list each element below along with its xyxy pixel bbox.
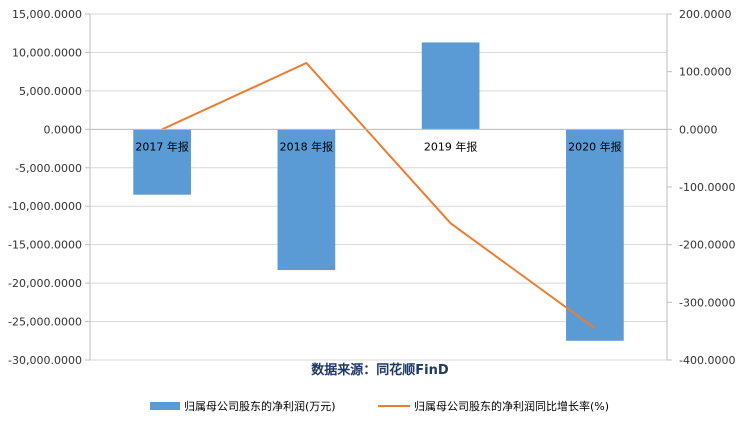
left-axis-tick-label: -25,000.0000 — [8, 316, 82, 329]
category-labels: 2017 年报 2018 年报 2019 年报 2020 年报 — [135, 139, 621, 153]
growth-rate-line — [161, 61, 596, 330]
left-axis-tick-label: 0.0000 — [44, 123, 83, 136]
bar — [277, 129, 336, 271]
left-axis-tick-label: 15,000.0000 — [12, 8, 82, 21]
left-axis-tick-label: 10,000.0000 — [12, 46, 82, 59]
legend-label-line: 归属母公司股东的净利润同比增长率(%) — [414, 399, 609, 413]
right-axis-tick-label: -400.0000 — [679, 354, 735, 367]
right-axis-tick-label: 100.0000 — [679, 66, 732, 79]
axes: 15,000.0000 10,000.0000 5,000.0000 0.0000 -5… — [8, 8, 735, 367]
bar — [133, 129, 191, 195]
right-axis-tick-label: -300.0000 — [679, 296, 735, 309]
line-series — [161, 61, 596, 330]
left-axis-tick-label: -20,000.0000 — [8, 277, 82, 290]
category-label: 2017 年报 — [135, 139, 189, 153]
right-axis-tick-label: -100.0000 — [679, 181, 735, 194]
legend: 归属母公司股东的净利润(万元) 归属母公司股东的净利润同比增长率(%) — [150, 399, 609, 413]
category-label: 2018 年报 — [280, 139, 334, 153]
left-axis-tick-label: -5,000.0000 — [15, 162, 82, 175]
legend-swatch-bar — [150, 402, 180, 410]
source-text: 数据来源：同花顺FinD — [311, 362, 449, 378]
legend-label-bar: 归属母公司股东的净利润(万元) — [184, 399, 336, 413]
bar-series — [133, 42, 624, 341]
right-axis-tick-label: -200.0000 — [679, 239, 735, 252]
left-axis-tick-label: -10,000.0000 — [8, 200, 82, 213]
left-axis-tick-label: -15,000.0000 — [8, 239, 82, 252]
left-axis-tick-label: -30,000.0000 — [8, 354, 82, 367]
left-axis-tick-label: 5,000.0000 — [19, 85, 82, 98]
bar — [421, 42, 480, 130]
right-axis-tick-label: 0.0000 — [679, 123, 718, 136]
right-axis-tick-label: 200.0000 — [679, 8, 732, 21]
category-label: 2020 年报 — [568, 139, 622, 153]
category-label: 2019 年报 — [424, 139, 478, 153]
bar — [566, 129, 624, 341]
